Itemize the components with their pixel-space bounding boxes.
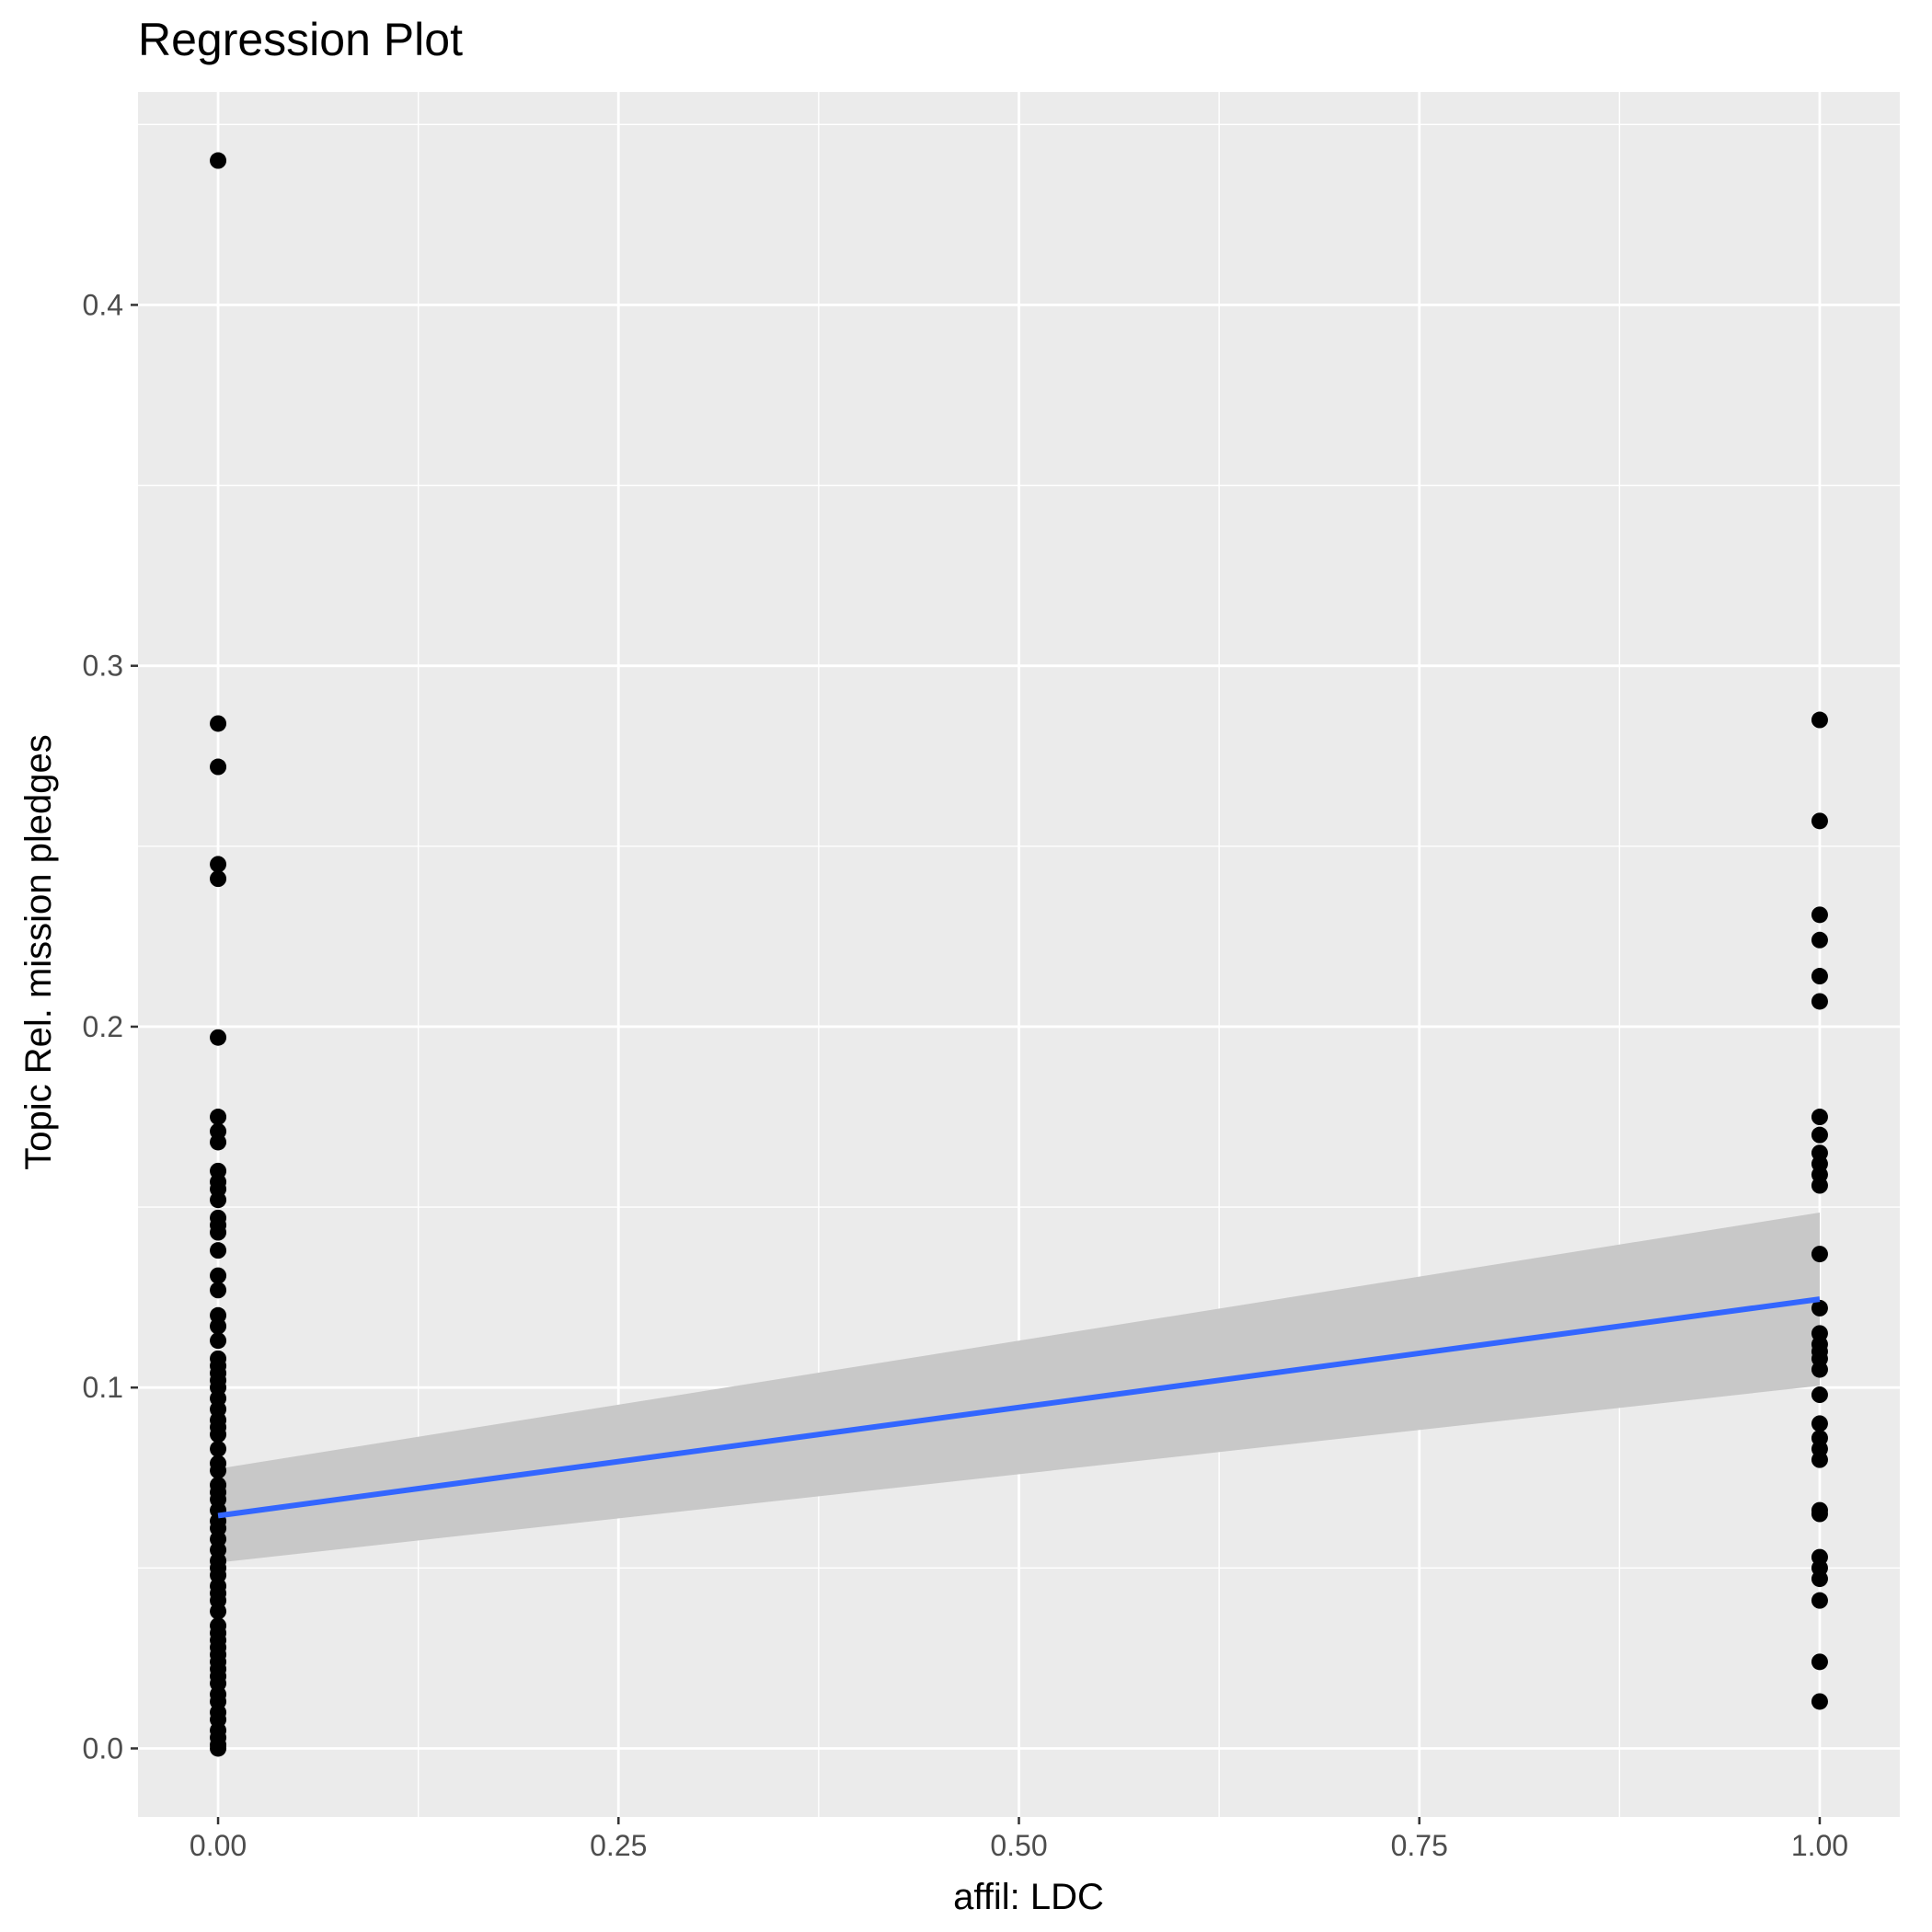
data-point — [1811, 1415, 1828, 1432]
x-tick-label: 0.75 — [1391, 1829, 1448, 1862]
data-point — [210, 152, 227, 169]
y-tick-label: 0.3 — [83, 650, 123, 683]
data-point — [210, 856, 227, 873]
data-point — [210, 870, 227, 888]
x-axis-title: affil: LDC — [953, 1877, 1104, 1917]
data-point — [1811, 1570, 1828, 1588]
x-tick-label: 1.00 — [1791, 1829, 1848, 1862]
data-point — [210, 758, 227, 776]
data-points — [210, 152, 1828, 1757]
data-point — [210, 1740, 227, 1757]
data-point — [1811, 812, 1828, 830]
data-point — [210, 715, 227, 732]
data-point — [1811, 1386, 1828, 1404]
data-point — [1811, 1177, 1828, 1194]
data-point — [210, 1242, 227, 1259]
data-point — [1811, 1505, 1828, 1523]
data-point — [1811, 1592, 1828, 1609]
y-axis-title: Topic Rel. mission pledges — [18, 734, 59, 1170]
data-point — [1811, 1693, 1828, 1710]
x-tick-label: 0.25 — [590, 1829, 647, 1862]
data-point — [210, 1603, 227, 1620]
data-point — [210, 1224, 227, 1241]
data-point — [210, 1317, 227, 1335]
data-point — [1811, 1109, 1828, 1126]
data-point — [210, 1282, 227, 1299]
data-point — [1811, 906, 1828, 924]
data-point — [1811, 1653, 1828, 1671]
data-point — [1811, 993, 1828, 1010]
data-point — [1811, 711, 1828, 729]
y-tick-label: 0.2 — [83, 1010, 123, 1043]
data-point — [1811, 1299, 1828, 1317]
data-point — [1811, 1126, 1828, 1144]
data-point — [210, 1267, 227, 1284]
data-point — [210, 1332, 227, 1350]
x-tick-label: 0.50 — [990, 1829, 1047, 1862]
y-tick-label: 0.4 — [83, 288, 123, 321]
data-point — [1811, 968, 1828, 985]
data-point — [210, 1462, 227, 1479]
y-axis: 0.0 0.1 0.2 0.3 0.4 — [83, 288, 138, 1765]
data-point — [210, 1426, 227, 1443]
y-tick-label: 0.1 — [83, 1371, 123, 1404]
data-point — [1811, 931, 1828, 949]
data-point — [210, 1029, 227, 1046]
data-point — [1811, 1246, 1828, 1263]
data-point — [210, 1133, 227, 1151]
regression-line — [217, 1296, 1821, 1519]
confidence-band — [218, 1212, 1820, 1563]
data-point — [1811, 1451, 1828, 1468]
data-point — [210, 1109, 227, 1126]
data-point — [1811, 1361, 1828, 1378]
y-tick-label: 0.0 — [83, 1731, 123, 1765]
x-tick-label: 0.00 — [190, 1829, 247, 1862]
data-point — [210, 1440, 227, 1457]
data-point — [210, 1191, 227, 1209]
x-axis: 0.00 0.25 0.50 0.75 1.00 — [190, 1817, 1848, 1862]
chart-title: Regression Plot — [138, 14, 463, 65]
